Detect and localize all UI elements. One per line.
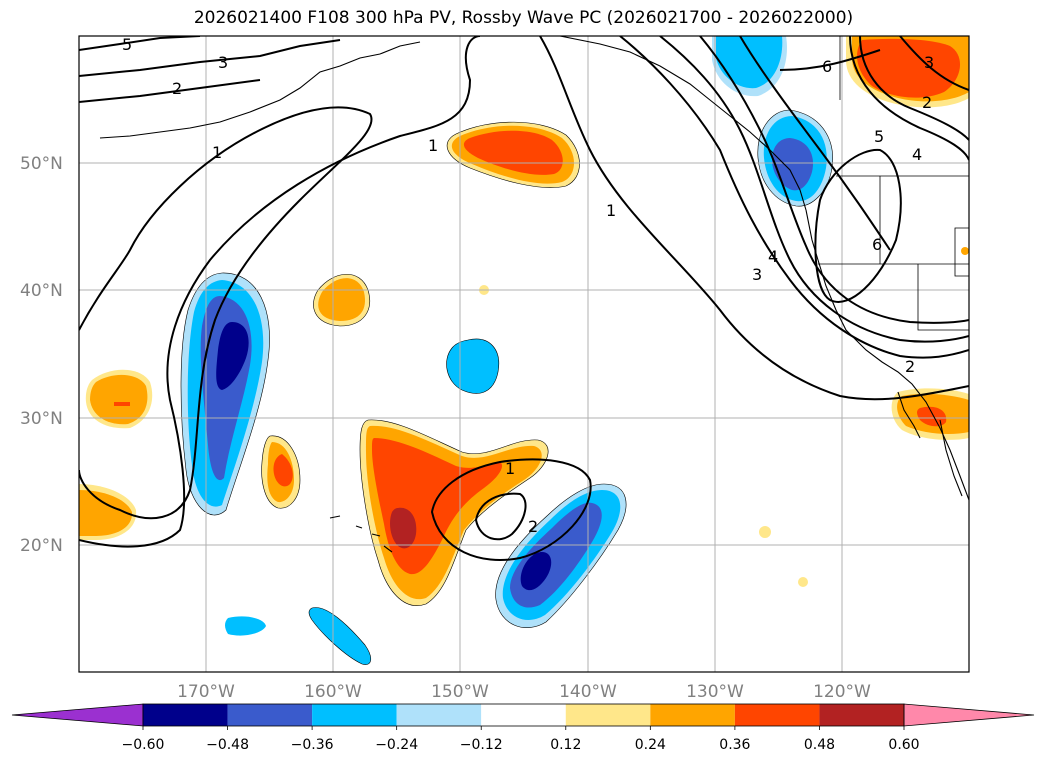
- contour-2-loop: [474, 492, 527, 541]
- colorbar-tick-label: 0.24: [635, 737, 666, 753]
- contour-label: 2: [905, 357, 915, 376]
- positive-anomaly-northeast-strong: [857, 38, 961, 98]
- colorbar-segment: [650, 704, 735, 726]
- contour-1-west: [79, 106, 373, 520]
- lon-tick-label: 170°W: [177, 682, 235, 702]
- contour-ne-3: [899, 36, 969, 91]
- negative-anomaly-west-max: [216, 322, 249, 390]
- contour-label: 3: [752, 265, 762, 284]
- contour-label: 2: [172, 79, 182, 98]
- contour-label: 1: [505, 459, 515, 478]
- colorbar-tick-label: −0.24: [375, 737, 418, 753]
- lon-tick-label: 160°W: [304, 682, 362, 702]
- lat-tick-label: 50°N: [20, 154, 63, 174]
- contour-ne-2: [859, 36, 969, 141]
- colorbar-segment: [734, 704, 820, 726]
- colorbar: −0.60 −0.48 −0.36 −0.24 −0.12 0.12 0.24 0.36 0.4…: [11, 703, 1035, 753]
- contour-label: 4: [912, 145, 922, 164]
- colorbar-tick-label: 0.60: [888, 737, 919, 753]
- positive-anomaly-baja-strong: [917, 406, 947, 427]
- contour-2-east: [619, 36, 969, 359]
- contour-label: 1: [212, 143, 222, 162]
- lon-tick-label: 120°W: [813, 682, 871, 702]
- contour-2: [79, 79, 261, 103]
- contour-label: 1: [606, 201, 616, 220]
- colorbar-tick-label: 0.48: [804, 737, 835, 753]
- contour-6-center: [814, 148, 902, 303]
- contour-ne-1: [849, 36, 969, 161]
- colorbar-frame: [142, 703, 905, 727]
- contour-label: 1: [428, 136, 438, 155]
- colorbar-tick-label: −0.60: [122, 737, 165, 753]
- colorbar-segment: [481, 704, 566, 726]
- colorbar-segment: [227, 704, 313, 726]
- positive-anomaly-hawaii-max: [390, 507, 417, 549]
- positive-anomaly-west-1-mid: [90, 374, 148, 425]
- contour-label: 2: [922, 93, 932, 112]
- coastlines: [99, 36, 969, 553]
- lon-tick-label: 130°W: [686, 682, 744, 702]
- contour-label: 3: [218, 53, 228, 72]
- contour-label: 4: [768, 247, 778, 266]
- contour-label-group: 5 3 2 1 1 1 1 2 3 4 5 6 6 4 3 2 2: [122, 35, 934, 536]
- colorbar-extend-low: [11, 703, 144, 727]
- contour-1-central: [539, 36, 969, 401]
- contour-5: [79, 36, 201, 51]
- lat-tick-label: 40°N: [20, 281, 63, 301]
- baja-california: [897, 391, 921, 439]
- lon-tick-label: 150°W: [431, 682, 489, 702]
- longitude-labels: 170°W 160°W 150°W 140°W 130°W 120°W: [177, 682, 871, 702]
- contour-label: 3: [924, 53, 934, 72]
- contour-3-east: [659, 36, 969, 343]
- map-title: 2026021400 F108 300 hPa PV, Rossby Wave …: [193, 8, 854, 28]
- colorbar-tick-label: 0.36: [719, 737, 750, 753]
- colorbar-tick-label: −0.36: [291, 737, 334, 753]
- contour-label: 5: [122, 35, 132, 54]
- alaska-coast: [559, 36, 807, 211]
- colorbar-segment: [312, 704, 397, 726]
- map-frame: [78, 35, 970, 673]
- colorbar-segment: [396, 704, 482, 726]
- contour-4-east: [699, 36, 969, 324]
- contour-label: 6: [872, 235, 882, 254]
- aleutian-islands: [99, 41, 421, 139]
- borders: [818, 36, 969, 331]
- latitude-labels: 50°N 40°N 30°N 20°N: [20, 154, 63, 556]
- gulf-of-california: [939, 419, 963, 497]
- contour-label: 2: [528, 517, 538, 536]
- colorbar-tick-label: −0.12: [460, 737, 503, 753]
- negative-anomaly-subtropical-max: [520, 552, 552, 591]
- negative-anomaly-south-2: [225, 616, 266, 636]
- colorbar-extend-high: [903, 703, 1035, 727]
- lat-tick-label: 30°N: [20, 409, 63, 429]
- map-plot-area: 5 3 2 1 1 1 1 2 3 4 5 6 6 4 3 2 2: [79, 35, 969, 672]
- contour-label: 5: [874, 127, 884, 146]
- positive-anomaly-small-strong: [273, 454, 293, 487]
- contour-1-west-2: [79, 36, 481, 548]
- negative-anomaly-south: [309, 607, 371, 665]
- contour-3: [79, 39, 341, 77]
- positive-anomaly-midlat-mid: [318, 278, 365, 321]
- contour-1-loop: [430, 458, 592, 562]
- negative-anomaly-northeast-strong: [772, 138, 814, 191]
- positive-anomaly-west-2-mid: [79, 490, 133, 536]
- north-america-coast: [805, 209, 969, 501]
- lat-tick-label: 20°N: [20, 536, 63, 556]
- colorbar-tick-label: 0.12: [550, 737, 581, 753]
- contour-5-east: [739, 36, 891, 251]
- lon-tick-label: 140°W: [559, 682, 617, 702]
- hawaii-islands: [329, 515, 393, 553]
- colorbar-segment: [819, 704, 904, 726]
- contour-6-east: [779, 49, 881, 71]
- pc-contours: [79, 36, 969, 562]
- colorbar-segment: [143, 704, 228, 726]
- colorbar-segment: [565, 704, 651, 726]
- positive-anomaly-gulf-strong: [463, 130, 563, 175]
- colorbar-tick-label: −0.48: [206, 737, 249, 753]
- contour-label: 6: [822, 57, 832, 76]
